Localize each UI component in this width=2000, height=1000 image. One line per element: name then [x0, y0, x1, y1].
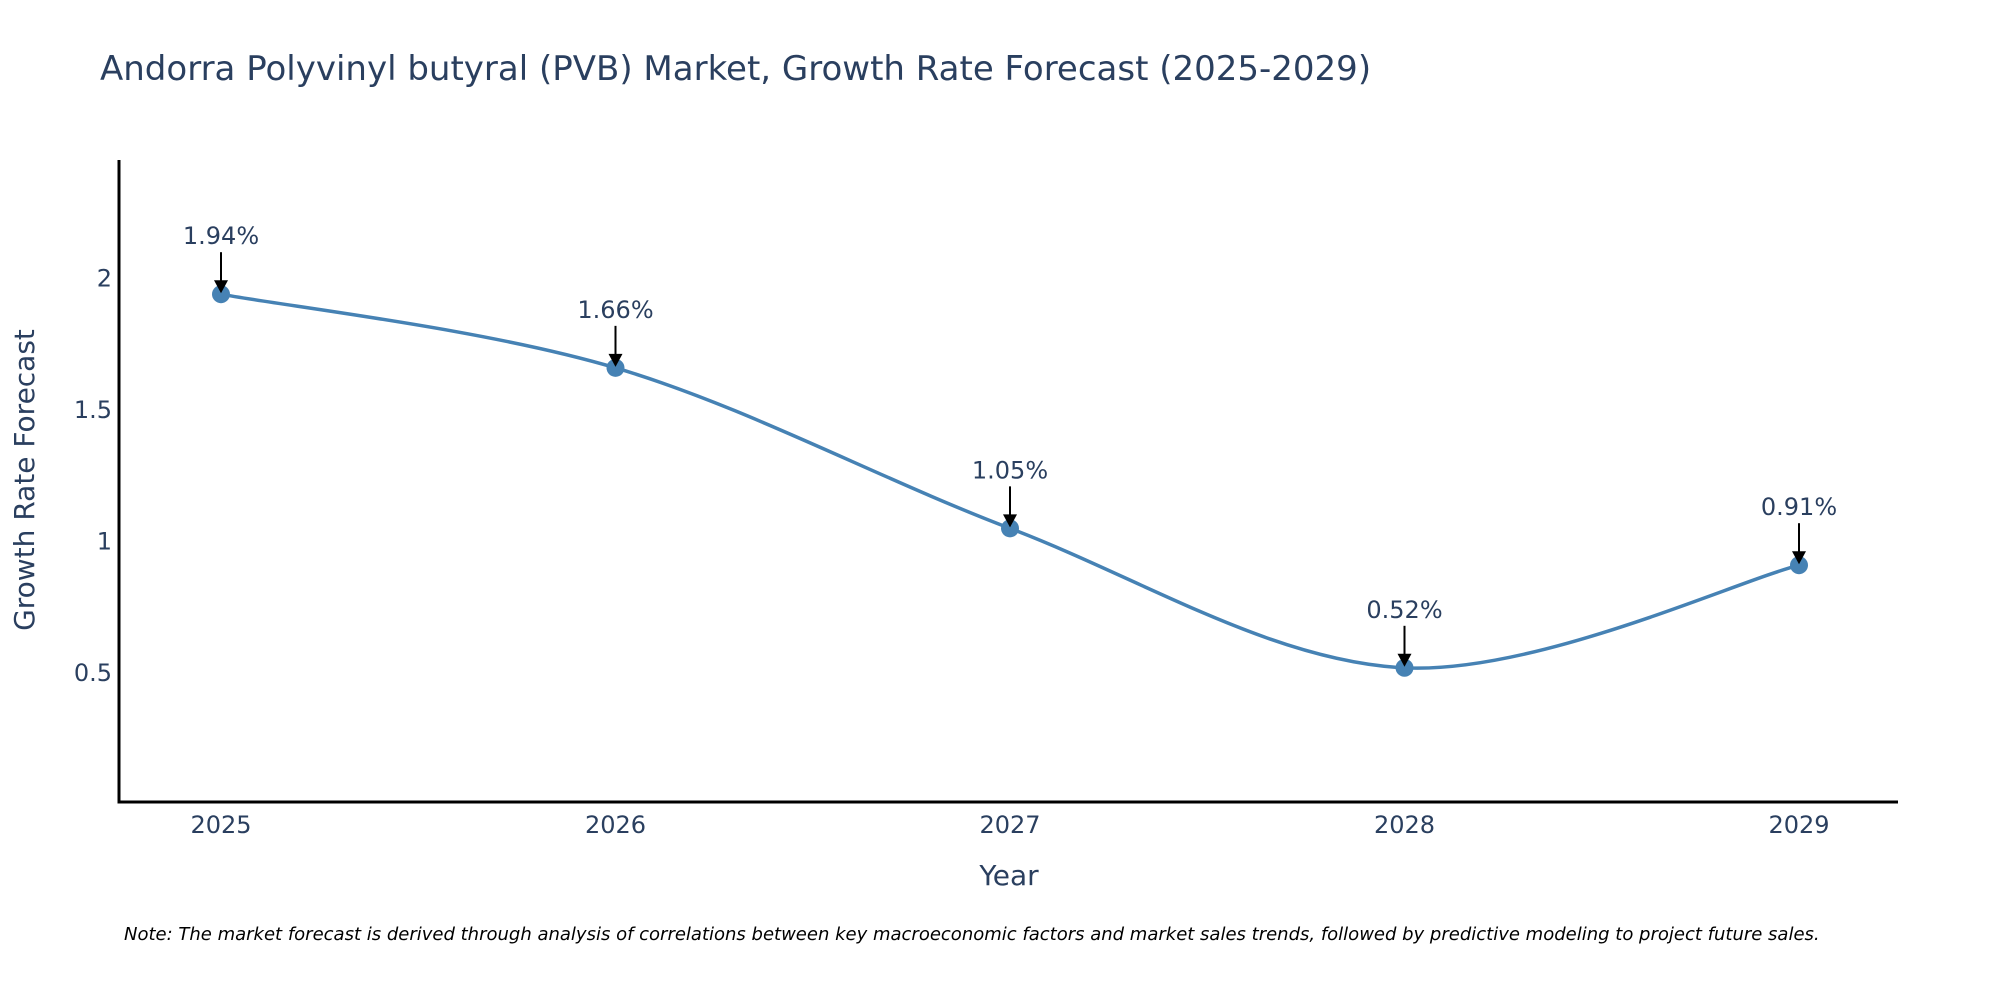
y-tick-label: 2 [97, 264, 112, 292]
y-tick-label: 1 [97, 528, 112, 556]
x-tick-label: 2026 [585, 811, 646, 839]
x-tick-label: 2028 [1374, 811, 1435, 839]
y-tick-labels: 0.5 1 1.5 2 [74, 264, 112, 687]
y-tick-label: 0.5 [74, 659, 112, 687]
x-tick-labels: 2025 2026 2027 2028 2029 [190, 811, 1829, 839]
annotation-arrow-head [608, 353, 623, 367]
annotation-arrow-head [1792, 551, 1806, 565]
data-label-2025: 1.94% [183, 222, 259, 250]
chart-title: Andorra Polyvinyl butyral (PVB) Market, … [100, 49, 1371, 89]
data-point-2027 [1001, 519, 1019, 538]
data-label-2027: 1.05% [972, 456, 1048, 484]
data-point-2026 [606, 358, 625, 377]
data-point-2025 [212, 285, 230, 304]
data-point-2029 [1790, 556, 1808, 575]
x-tick-label: 2027 [979, 811, 1040, 839]
data-label-2028: 0.52% [1366, 596, 1442, 624]
data-points [212, 285, 1808, 677]
annotation-arrow-head [214, 280, 228, 294]
forecast-note: Note: The market forecast is derived thr… [124, 924, 1820, 945]
data-label-2029: 0.91% [1761, 493, 1837, 521]
x-tick-label: 2025 [190, 811, 251, 839]
y-tick-label: 1.5 [74, 396, 112, 424]
data-point-2028 [1395, 658, 1414, 677]
annotation-arrow-head [1003, 514, 1017, 528]
data-label-2026: 1.66% [577, 296, 653, 324]
data-annotations: 1.94% 1.66% 1.05% 0.52% 0.91% [183, 222, 1837, 667]
annotation-arrow-head [1397, 653, 1412, 667]
x-tick-label: 2029 [1768, 811, 1829, 839]
y-axis-title: Growth Rate Forecast [8, 329, 41, 631]
x-axis-title: Year [978, 859, 1039, 892]
